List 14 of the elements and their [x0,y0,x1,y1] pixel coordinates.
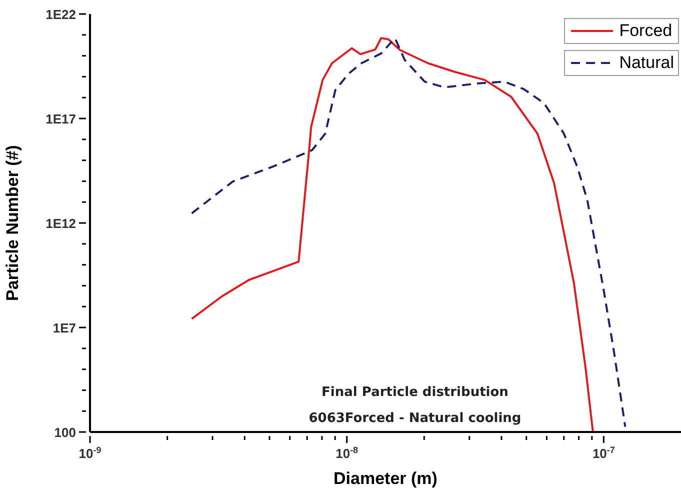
annotation: 6063Forced - Natural cooling [308,410,522,428]
y-axis-title: Particle Number (#) [3,145,22,301]
y-tick-label: 1E12 [46,216,76,231]
x-tick-label: 10$^{-9}$ [78,445,102,461]
legend-label: Forced [619,21,672,41]
legend-label: Natural [619,53,674,73]
y-tick-label: 100 [54,425,76,440]
x-axis-title: Diameter (m) [334,469,438,488]
y-tick-label: 1E17 [46,112,76,126]
y-tick-label: 1E7 [52,320,76,336]
annotation: Final Particle distribution [320,384,510,402]
y-tick-label: 1E22 [46,7,76,22]
x-tick-label: 10$^{-7}$ [592,445,615,461]
x-tick-label: 10$^{-8}$ [336,445,358,461]
